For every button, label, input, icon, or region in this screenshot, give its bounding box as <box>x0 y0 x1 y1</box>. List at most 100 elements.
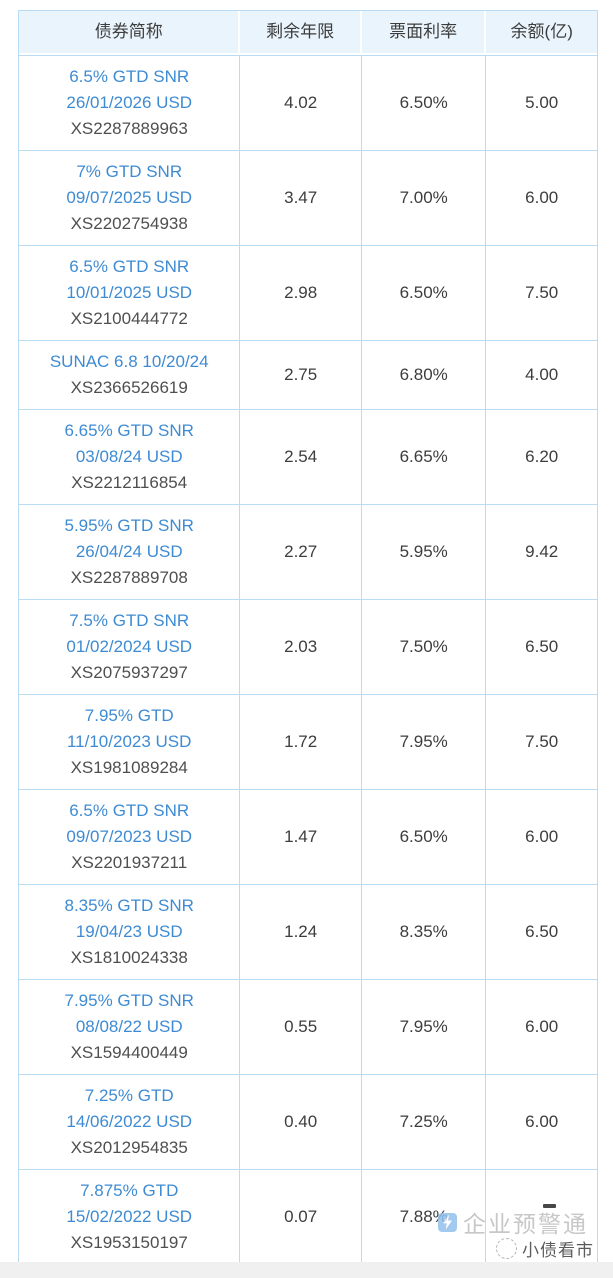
brand-watermark: 企业预警通 <box>438 1205 588 1239</box>
coupon-rate-cell: 7.88% <box>361 1169 487 1264</box>
remaining-years-cell: 0.55 <box>240 979 362 1074</box>
balance-cell: 6.50 <box>486 599 597 694</box>
balance-cell: 6.50 <box>486 884 597 979</box>
bond-name-link[interactable]: 8.35% GTD SNR 19/04/23 USD <box>21 893 237 945</box>
balance-cell: 5.00 <box>486 55 597 150</box>
bond-isin: XS2012954835 <box>70 1138 188 1157</box>
bond-isin: XS1953150197 <box>70 1233 188 1252</box>
source-watermark-text: 小债看市 <box>522 1241 594 1260</box>
bond-name-line: 09/07/2025 USD <box>66 188 193 207</box>
bond-row: 6.5% GTD SNR 09/07/2023 USD XS2201937211 … <box>19 789 597 884</box>
bond-row: 6.65% GTD SNR 03/08/24 USD XS2212116854 2… <box>19 409 597 504</box>
bond-name-cell: 6.65% GTD SNR 03/08/24 USD XS2212116854 <box>19 409 241 504</box>
remaining-years-cell: 1.72 <box>240 694 362 789</box>
bond-isin: XS2366526619 <box>70 378 188 397</box>
bond-name-line: 8.35% GTD SNR <box>64 896 194 915</box>
bond-name-line: 7.5% GTD SNR <box>69 611 190 630</box>
page-bottom-strip <box>0 1262 613 1278</box>
bond-name-link[interactable]: 7.25% GTD 14/06/2022 USD <box>21 1083 237 1135</box>
bond-row: 7.25% GTD 14/06/2022 USD XS2012954835 0.4… <box>19 1074 597 1169</box>
coupon-rate-cell: 7.95% <box>361 694 487 789</box>
round-stamp-icon <box>496 1238 517 1259</box>
coupon-rate-cell: 7.50% <box>361 599 487 694</box>
bond-name-cell: 6.5% GTD SNR 10/01/2025 USD XS2100444772 <box>19 245 241 340</box>
bond-name-link[interactable]: 6.5% GTD SNR 10/01/2025 USD <box>21 254 237 306</box>
bond-name-link[interactable]: 6.5% GTD SNR 09/07/2023 USD <box>21 798 237 850</box>
obscured-balance-mark <box>543 1204 556 1208</box>
bond-name-link[interactable]: SUNAC 6.8 10/20/24 <box>21 349 237 375</box>
bond-row: 5.95% GTD SNR 26/04/24 USD XS2287889708 2… <box>19 504 597 599</box>
bond-name-link[interactable]: 7% GTD SNR 09/07/2025 USD <box>21 159 237 211</box>
bond-table: 债券简称 剩余年限 票面利率 余额(亿) 6.5% GTD SNR 26/01/2… <box>18 10 598 1265</box>
bond-name-link[interactable]: 5.95% GTD SNR 26/04/24 USD <box>21 513 237 565</box>
bond-isin: XS2287889963 <box>70 119 188 138</box>
coupon-rate-cell: 6.65% <box>361 409 487 504</box>
bond-name-line: 7.25% GTD <box>84 1086 174 1105</box>
bond-name-cell: SUNAC 6.8 10/20/24 XS2366526619 <box>19 340 241 409</box>
bond-name-cell: 7.5% GTD SNR 01/02/2024 USD XS2075937297 <box>19 599 241 694</box>
remaining-years-cell: 2.98 <box>240 245 362 340</box>
balance-cell: 6.20 <box>486 409 597 504</box>
bond-name-link[interactable]: 7.95% GTD SNR 08/08/22 USD <box>21 988 237 1040</box>
remaining-years-cell: 1.47 <box>240 789 362 884</box>
bond-name-line: 26/04/24 USD <box>75 542 183 561</box>
coupon-rate-cell: 5.95% <box>361 504 487 599</box>
remaining-years-cell: 2.27 <box>240 504 362 599</box>
bond-isin: XS2201937211 <box>71 853 188 872</box>
balance-cell: 7.50 <box>486 245 597 340</box>
bond-name-link[interactable]: 7.5% GTD SNR 01/02/2024 USD <box>21 608 237 660</box>
bond-name-line: 08/08/22 USD <box>75 1017 183 1036</box>
header-remaining-years: 剩余年限 <box>240 11 362 55</box>
bond-name-line: 6.5% GTD SNR <box>69 257 190 276</box>
balance-cell: 4.00 <box>486 340 597 409</box>
bond-table-header: 债券简称 剩余年限 票面利率 余额(亿) <box>19 11 597 55</box>
balance-cell: 6.00 <box>486 150 597 245</box>
bond-row: 6.5% GTD SNR 10/01/2025 USD XS2100444772 … <box>19 245 597 340</box>
bond-row: 6.5% GTD SNR 26/01/2026 USD XS2287889963 … <box>19 55 597 150</box>
bond-row: 7.95% GTD 11/10/2023 USD XS1981089284 1.7… <box>19 694 597 789</box>
bond-name-cell: 7.95% GTD 11/10/2023 USD XS1981089284 <box>19 694 241 789</box>
balance-cell: 6.00 <box>486 979 597 1074</box>
coupon-rate-cell: 6.50% <box>361 789 487 884</box>
bond-name-link[interactable]: 7.95% GTD 11/10/2023 USD <box>21 703 237 755</box>
bond-isin: XS2202754938 <box>70 214 188 233</box>
bond-row: SUNAC 6.8 10/20/24 XS2366526619 2.75 6.8… <box>19 340 597 409</box>
bond-name-link[interactable]: 6.5% GTD SNR 26/01/2026 USD <box>21 64 237 116</box>
bond-name-line: 09/07/2023 USD <box>66 827 193 846</box>
bond-row: 7.95% GTD SNR 08/08/22 USD XS1594400449 0… <box>19 979 597 1074</box>
bond-name-cell: 7% GTD SNR 09/07/2025 USD XS2202754938 <box>19 150 241 245</box>
bond-name-link[interactable]: 6.65% GTD SNR 03/08/24 USD <box>21 418 237 470</box>
bond-table-body: 6.5% GTD SNR 26/01/2026 USD XS2287889963 … <box>19 55 597 1264</box>
balance-cell: 6.00 <box>486 789 597 884</box>
bond-name-line: 15/02/2022 USD <box>66 1207 193 1226</box>
remaining-years-cell: 4.02 <box>240 55 362 150</box>
source-watermark: 小债看市 <box>496 1236 594 1261</box>
bond-name-line: 5.95% GTD SNR <box>64 516 194 535</box>
bond-name-line: 26/01/2026 USD <box>66 93 193 112</box>
bond-isin: XS2100444772 <box>70 309 188 328</box>
bond-name-cell: 7.875% GTD 15/02/2022 USD XS1953150197 <box>19 1169 241 1264</box>
bond-row: 8.35% GTD SNR 19/04/23 USD XS1810024338 1… <box>19 884 597 979</box>
bond-name-line: 7% GTD SNR <box>76 162 183 181</box>
bond-name-link[interactable]: 7.875% GTD 15/02/2022 USD <box>21 1178 237 1230</box>
remaining-years-cell: 2.03 <box>240 599 362 694</box>
coupon-rate-cell: 6.80% <box>361 340 487 409</box>
bond-name-cell: 8.35% GTD SNR 19/04/23 USD XS1810024338 <box>19 884 241 979</box>
header-balance: 余额(亿) <box>486 11 597 55</box>
remaining-years-cell: 0.40 <box>240 1074 362 1169</box>
brand-watermark-text: 企业预警通 <box>463 1211 588 1237</box>
bond-isin: XS1810024338 <box>70 948 188 967</box>
bond-name-cell: 5.95% GTD SNR 26/04/24 USD XS2287889708 <box>19 504 241 599</box>
bond-name-line: 6.65% GTD SNR <box>64 421 194 440</box>
coupon-rate-cell: 6.50% <box>361 55 487 150</box>
bond-name-line: 7.95% GTD SNR <box>64 991 194 1010</box>
bond-isin: XS1981089284 <box>70 758 188 777</box>
bond-name-line: 14/06/2022 USD <box>66 1112 193 1131</box>
bond-row: 7% GTD SNR 09/07/2025 USD XS2202754938 3.… <box>19 150 597 245</box>
remaining-years-cell: 2.75 <box>240 340 362 409</box>
remaining-years-cell: 2.54 <box>240 409 362 504</box>
bond-name-line: 7.875% GTD <box>80 1181 179 1200</box>
balance-cell: 9.42 <box>486 504 597 599</box>
bond-name-line: 03/08/24 USD <box>75 447 183 466</box>
bond-name-cell: 6.5% GTD SNR 26/01/2026 USD XS2287889963 <box>19 55 241 150</box>
